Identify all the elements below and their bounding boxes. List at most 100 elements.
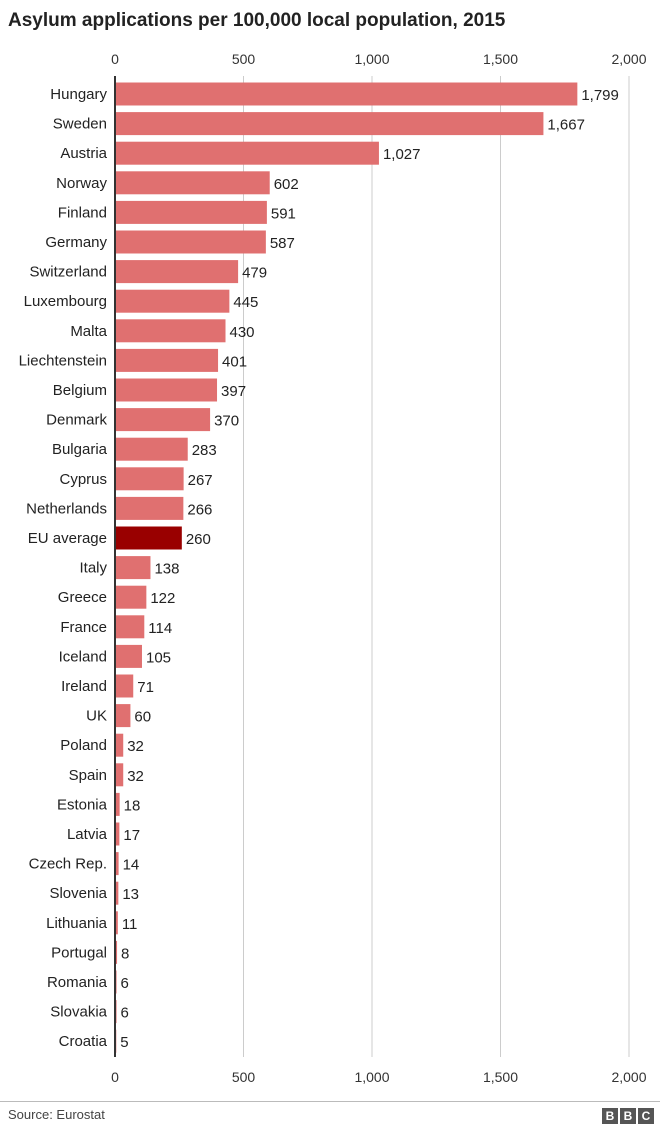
value-label: 18: [124, 797, 141, 814]
bar: [115, 467, 184, 491]
source-note: Source: Eurostat: [8, 1107, 105, 1122]
bar: [115, 822, 120, 846]
bar: [115, 733, 124, 757]
value-label: 5: [120, 1034, 128, 1051]
bar: [115, 437, 188, 461]
chart-title: Asylum applications per 100,000 local po…: [8, 10, 506, 31]
category-label: Spain: [69, 767, 107, 784]
category-label: Greece: [58, 589, 107, 606]
bar: [115, 615, 145, 639]
category-label: Portugal: [51, 944, 107, 961]
bar: [115, 556, 151, 580]
value-label: 6: [121, 1005, 129, 1022]
bar: [115, 82, 578, 106]
bar-chart: 0 0 500 500 1,000 1,000 1,500 1,500 2,000 2,000 Hu…: [19, 51, 647, 1085]
value-label: 13: [122, 886, 139, 903]
bar: [115, 585, 147, 609]
category-label: Switzerland: [29, 264, 107, 281]
bar: [115, 260, 239, 284]
bar: [115, 674, 134, 698]
bar: [115, 230, 266, 254]
x-tick-label: 0: [111, 51, 119, 67]
category-label: Slovenia: [49, 885, 107, 902]
category-label: Sweden: [53, 116, 107, 133]
category-label: Austria: [60, 145, 107, 162]
value-label: 6: [121, 975, 129, 992]
category-label: Iceland: [59, 648, 107, 665]
value-label: 122: [150, 590, 175, 607]
x-tick-label: 1,000: [354, 51, 389, 67]
x-tick-label: 2,000: [611, 1069, 646, 1085]
value-label: 397: [221, 383, 246, 400]
category-label: Poland: [60, 737, 107, 754]
value-label: 266: [187, 501, 212, 518]
bar: [115, 171, 270, 195]
logo-letter: C: [638, 1108, 654, 1124]
bar: [115, 496, 184, 520]
value-label: 114: [148, 620, 172, 637]
category-label: Luxembourg: [24, 293, 107, 310]
value-label: 1,027: [383, 146, 421, 163]
value-label: 370: [214, 413, 239, 430]
bar: [115, 704, 131, 728]
value-label: 479: [242, 265, 267, 282]
value-label: 17: [123, 827, 140, 844]
category-label: Bulgaria: [52, 441, 108, 458]
x-tick-label: 2,000: [611, 51, 646, 67]
value-label: 8: [121, 945, 129, 962]
category-label: UK: [86, 708, 107, 725]
value-label: 138: [154, 561, 179, 578]
bar: [115, 881, 119, 905]
value-label: 430: [230, 324, 255, 341]
bar: [115, 644, 142, 668]
x-tick-label: 500: [232, 1069, 256, 1085]
footer-divider: [0, 1101, 660, 1102]
category-label: Finland: [58, 204, 107, 221]
value-label: 1,799: [581, 87, 619, 104]
bar: [115, 792, 120, 816]
category-label: Latvia: [67, 826, 108, 843]
x-tick-label: 1,500: [483, 1069, 518, 1085]
value-label: 591: [271, 205, 296, 222]
x-tick-label: 1,000: [354, 1069, 389, 1085]
category-label: Liechtenstein: [19, 352, 107, 369]
bar: [115, 200, 267, 224]
x-tick-label: 1,500: [483, 51, 518, 67]
category-label: Croatia: [59, 1033, 108, 1050]
value-label: 401: [222, 353, 247, 370]
bar: [115, 911, 118, 935]
bar: [115, 940, 118, 964]
value-label: 71: [137, 679, 154, 696]
logo-letter: B: [602, 1108, 618, 1124]
bar: [115, 141, 379, 165]
bbc-logo: B B C: [602, 1108, 654, 1124]
category-label: Belgium: [53, 382, 107, 399]
value-label: 445: [233, 294, 258, 311]
value-label: 602: [274, 176, 299, 193]
value-label: 1,667: [547, 117, 585, 134]
category-label: Norway: [56, 175, 107, 192]
category-label: Germany: [45, 234, 107, 251]
category-label: Hungary: [50, 86, 107, 103]
category-label: Slovakia: [50, 1004, 107, 1021]
category-label: Denmark: [46, 412, 107, 429]
value-label: 32: [127, 768, 144, 785]
bar: [115, 852, 119, 876]
x-tick-label: 0: [111, 1069, 119, 1085]
value-label: 283: [192, 442, 217, 459]
bar: [115, 763, 124, 787]
bar: [115, 526, 182, 550]
bar: [115, 378, 218, 402]
value-label: 32: [127, 738, 144, 755]
bar: [115, 289, 230, 313]
bar: [115, 112, 544, 136]
category-label: France: [60, 619, 107, 636]
category-label: Estonia: [57, 796, 108, 813]
value-label: 587: [270, 235, 295, 252]
x-tick-label: 500: [232, 51, 256, 67]
category-label: Netherlands: [26, 500, 107, 517]
value-label: 260: [186, 531, 211, 548]
logo-letter: B: [620, 1108, 636, 1124]
value-label: 14: [123, 857, 140, 874]
bar: [115, 319, 226, 343]
